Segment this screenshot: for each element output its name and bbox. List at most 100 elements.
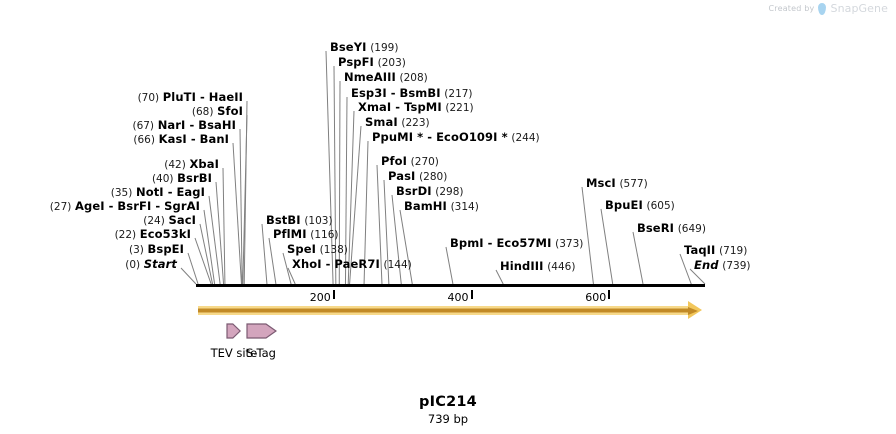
site-enzyme-names: BseYI xyxy=(330,40,367,54)
site-enzyme-names: XhoI - PaeR7I xyxy=(292,257,380,271)
enzyme-separator: - xyxy=(386,86,400,100)
site-label-bpuei[interactable]: BpuEI (605) xyxy=(605,199,675,213)
site-enzyme-names: NmeAIII xyxy=(344,70,396,84)
site-label-pspfi[interactable]: PspFI (203) xyxy=(338,56,406,70)
enzyme-name: TspMI xyxy=(404,100,442,114)
enzyme-name: BseRI xyxy=(637,221,675,235)
site-enzyme-names: PfoI xyxy=(381,154,407,168)
feature-s-tag[interactable]: S-Tag xyxy=(245,320,277,360)
site-label-noti[interactable]: (35) NotI - EagI xyxy=(111,186,205,200)
leader-line xyxy=(187,252,199,285)
site-label-msci[interactable]: MscI (577) xyxy=(586,177,648,191)
site-label-spei[interactable]: SpeI (138) xyxy=(287,243,348,257)
ruler-tick-mark xyxy=(470,290,473,299)
ruler-tick-mark xyxy=(332,290,335,299)
enzyme-name: TaqII xyxy=(684,243,716,257)
enzyme-name: Start xyxy=(143,257,177,271)
site-label-agei[interactable]: (27) AgeI - BsrFI - SgrAI xyxy=(50,200,200,214)
site-enzyme-names: SacI xyxy=(168,213,196,227)
enzyme-name: NotI xyxy=(135,185,164,199)
feature-arrow-icon xyxy=(226,323,242,339)
enzyme-name: PaeR7I xyxy=(334,257,380,271)
enzyme-name: PspFI xyxy=(338,55,374,69)
enzyme-name: PasI xyxy=(388,169,416,183)
site-label-nari[interactable]: (67) NarI - BsaHI xyxy=(132,119,236,133)
site-enzyme-names: BstBI xyxy=(266,213,301,227)
ruler-tick-label: 200 xyxy=(309,291,331,304)
ruler-tick-mark xyxy=(608,290,611,299)
site-label-taqii[interactable]: TaqII (719) xyxy=(684,244,747,258)
site-position: (739) xyxy=(722,260,751,272)
site-enzyme-names: BsrBI xyxy=(177,171,212,185)
site-enzyme-names: PluTI - HaeII xyxy=(163,90,243,104)
site-position: (138) xyxy=(319,244,348,256)
site-label-pflmi[interactable]: PflMI (116) xyxy=(273,228,339,242)
site-enzyme-names: PasI xyxy=(388,169,415,183)
leader-line xyxy=(445,246,454,285)
site-label-pluti[interactable]: (70) PluTI - HaeII xyxy=(138,91,243,105)
site-enzyme-names: KasI - BanI xyxy=(159,132,229,146)
site-label-bseyi[interactable]: BseYI (199) xyxy=(330,41,398,55)
leader-line xyxy=(679,253,692,285)
site-label-xbai[interactable]: (42) XbaI xyxy=(164,158,219,172)
enzyme-name: PpuMI * xyxy=(372,130,424,144)
site-label-start[interactable]: (0) Start xyxy=(125,258,177,272)
site-label-sfoi[interactable]: (68) SfoI xyxy=(192,105,243,119)
snapgene-watermark: Created by SnapGene xyxy=(768,2,888,15)
site-label-xhoi[interactable]: XhoI - PaeR7I (144) xyxy=(292,258,412,272)
snapgene-droplet-icon xyxy=(818,2,827,15)
site-label-bseri[interactable]: BseRI (649) xyxy=(637,222,706,236)
site-label-smai[interactable]: SmaI (223) xyxy=(365,116,430,130)
watermark-brand-text: SnapGene xyxy=(830,2,888,15)
enzyme-name: SmaI xyxy=(365,115,398,129)
site-position: (217) xyxy=(444,88,473,100)
site-label-nmeaiii[interactable]: NmeAIII (208) xyxy=(344,71,428,85)
site-position: (223) xyxy=(401,117,430,129)
site-position: (298) xyxy=(435,186,464,198)
leader-line xyxy=(600,208,614,285)
enzyme-name: KasI xyxy=(158,132,187,146)
enzyme-name: EcoO109I * xyxy=(436,130,508,144)
site-label-saci[interactable]: (24) SacI xyxy=(143,214,196,228)
enzyme-separator: - xyxy=(185,118,199,132)
site-enzyme-names: BsrDI xyxy=(396,184,432,198)
site-position: (27) xyxy=(49,201,72,213)
site-enzyme-names: SfoI xyxy=(217,104,243,118)
leader-line xyxy=(581,186,594,285)
site-position: (70) xyxy=(137,92,160,104)
site-position: (42) xyxy=(164,159,186,171)
site-label-bamhi[interactable]: BamHI (314) xyxy=(404,200,479,214)
feature-tev-site[interactable]: TEV site xyxy=(211,320,257,360)
site-label-end[interactable]: End (739) xyxy=(694,259,750,273)
site-label-pfoi[interactable]: PfoI (270) xyxy=(381,155,439,169)
enzyme-separator: - xyxy=(483,236,497,250)
site-position: (116) xyxy=(310,229,339,241)
feature-label: TEV site xyxy=(210,346,258,360)
site-label-bstbi[interactable]: BstBI (103) xyxy=(266,214,333,228)
site-label-pasi[interactable]: PasI (280) xyxy=(388,170,447,184)
site-label-hindiii[interactable]: HindIII (446) xyxy=(500,260,575,274)
site-enzyme-names: SpeI xyxy=(287,242,316,256)
sequence-backbone[interactable] xyxy=(196,284,705,290)
site-enzyme-names: TaqII xyxy=(684,243,715,257)
enzyme-separator: - xyxy=(195,90,209,104)
site-position: (605) xyxy=(646,200,675,212)
site-label-esp3i[interactable]: Esp3I - BsmBI (217) xyxy=(351,87,473,101)
site-label-bpmi[interactable]: BpmI - Eco57MI (373) xyxy=(450,237,583,251)
site-label-bsrbi[interactable]: (40) BsrBI xyxy=(152,172,212,186)
site-label-bsrdi[interactable]: BsrDI (298) xyxy=(396,185,464,199)
feature-arrow-icon xyxy=(245,323,277,339)
site-label-kasi[interactable]: (66) KasI - BanI xyxy=(133,133,229,147)
site-enzyme-names: NarI - BsaHI xyxy=(158,118,236,132)
site-label-ppumi[interactable]: PpuMI * - EcoO109I * (244) xyxy=(372,131,540,145)
site-enzyme-names: Eco53kI xyxy=(140,227,191,241)
site-position: (373) xyxy=(555,238,584,250)
ruler-tick-label: 400 xyxy=(447,291,469,304)
site-position: (24) xyxy=(143,215,165,227)
site-label-bspei[interactable]: (3) BspEI xyxy=(129,243,184,257)
site-label-eco53ki[interactable]: (22) Eco53kI xyxy=(115,228,191,242)
site-label-xmai[interactable]: XmaI - TspMI (221) xyxy=(358,101,474,115)
enzyme-name: SfoI xyxy=(217,104,243,118)
